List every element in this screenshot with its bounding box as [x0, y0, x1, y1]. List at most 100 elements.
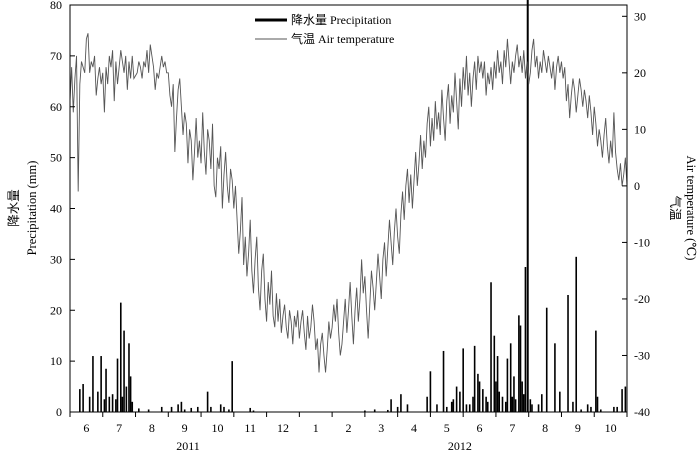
- year-label-2012: 2012: [448, 439, 472, 453]
- precipitation-series: [79, 0, 627, 413]
- left-tick-label-10: 10: [50, 354, 62, 368]
- precipitation-bar-98: [621, 389, 623, 412]
- precipitation-bar-25: [183, 409, 186, 412]
- left-tick-label-60: 60: [50, 100, 62, 114]
- left-tick-label-0: 0: [56, 405, 62, 419]
- precipitation-bar-15: [125, 386, 128, 412]
- month-label-8: 2: [346, 421, 352, 435]
- precipitation-bar-91: [586, 404, 589, 412]
- legend-label-precipitation: 降水量 Precipitation: [291, 13, 391, 27]
- precipitation-bar-89: [575, 256, 578, 412]
- precipitation-bar-88: [572, 401, 574, 412]
- precipitation-bar-76: [521, 381, 523, 412]
- precipitation-bar-19: [138, 408, 140, 412]
- precipitation-bar-14: [123, 330, 125, 412]
- precipitation-bar-95: [599, 409, 602, 412]
- precipitation-bar-18: [131, 401, 134, 412]
- precipitation-bar-29: [210, 406, 212, 412]
- precipitation-bar-66: [498, 391, 501, 412]
- precipitation-bar-57: [477, 373, 479, 412]
- month-label-2: 8: [149, 421, 155, 435]
- right-tick-label-30: 30: [634, 9, 646, 23]
- left-axis-title-en: Precipitation (mm): [25, 161, 39, 256]
- precipitation-bar-37: [373, 409, 376, 412]
- precipitation-bar-20: [147, 409, 150, 412]
- precipitation-bar-77: [522, 394, 525, 412]
- precipitation-bar-69: [506, 358, 509, 412]
- year-label-2011: 2011: [176, 439, 200, 453]
- precipitation-bar-59: [482, 389, 484, 412]
- right-axis-title-en: Air temperature (℃): [684, 156, 698, 261]
- precipitation-bar-73: [514, 399, 517, 412]
- precipitation-bar-78: [524, 267, 527, 412]
- precipitation-bar-74: [518, 315, 520, 412]
- right-tick-label-10: 10: [634, 122, 646, 136]
- precipitation-bar-63: [493, 335, 496, 412]
- precipitation-bar-87: [567, 294, 569, 412]
- precipitation-bar-32: [228, 409, 230, 412]
- precipitation-bar-16: [128, 343, 130, 412]
- month-label-9: 3: [378, 421, 384, 435]
- precipitation-bar-26: [190, 407, 193, 412]
- right-tick-label--20: -20: [634, 292, 650, 306]
- precipitation-bar-11: [116, 358, 119, 412]
- precipitation-bar-94: [596, 396, 599, 412]
- precipitation-bar-56: [473, 345, 476, 412]
- precipitation-bar-33: [231, 361, 233, 413]
- precipitation-bar-42: [406, 404, 409, 412]
- left-axis-title-cn: 降水量: [7, 189, 21, 227]
- precipitation-bar-62: [490, 282, 492, 412]
- precipitation-bar-60: [485, 396, 487, 412]
- left-tick-label-70: 70: [50, 49, 62, 63]
- precipitation-bar-84: [545, 307, 548, 412]
- precipitation-bar-86: [559, 391, 561, 412]
- precipitation-bar-2: [88, 396, 91, 412]
- precipitation-bar-3: [92, 356, 94, 412]
- precipitation-bar-17: [129, 376, 132, 412]
- month-label-12: 6: [477, 421, 483, 435]
- precipitation-bar-83: [541, 394, 543, 412]
- precipitation-bar-90: [580, 409, 582, 412]
- precipitation-bar-24: [180, 401, 183, 412]
- month-label-3: 9: [182, 421, 188, 435]
- precipitation-bar-51: [459, 391, 461, 412]
- precipitation-bar-27: [196, 406, 199, 412]
- legend-label-temperature: 气温 Air temperature: [291, 31, 394, 46]
- precipitation-bar-5: [100, 356, 102, 412]
- precipitation-bar-34: [249, 407, 252, 412]
- precipitation-bar-39: [390, 399, 392, 412]
- precipitation-bar-31: [223, 406, 225, 412]
- precipitation-bar-6: [103, 399, 106, 412]
- precipitation-bar-35: [252, 410, 255, 412]
- precipitation-bar-64: [495, 381, 497, 412]
- month-label-5: 11: [244, 421, 256, 435]
- precipitation-bar-44: [429, 371, 432, 412]
- precipitation-bar-45: [436, 404, 438, 412]
- legend: 降水量 Precipitation 气温 Air temperature: [255, 13, 394, 46]
- precipitation-bar-80: [529, 399, 532, 412]
- precipitation-bar-40: [396, 406, 399, 412]
- right-tick-label--40: -40: [634, 405, 650, 419]
- month-label-0: 6: [83, 421, 89, 435]
- precipitation-bar-52: [462, 348, 464, 412]
- right-tick-label-0: 0: [634, 179, 640, 193]
- precipitation-bar-43: [426, 396, 428, 412]
- precipitation-bar-0: [79, 389, 81, 412]
- month-label-4: 10: [211, 421, 223, 435]
- precipitation-bar-46: [442, 350, 445, 412]
- left-tick-label-40: 40: [50, 202, 62, 216]
- precipitation-bar-49: [452, 399, 455, 412]
- precipitation-bar-4: [97, 391, 99, 412]
- left-axis-title: 降水量 Precipitation (mm): [7, 161, 39, 256]
- temperature-line: [69, 33, 628, 373]
- precipitation-bar-79: [526, 0, 529, 412]
- precipitation-bar-12: [119, 302, 122, 412]
- precipitation-bar-23: [177, 404, 179, 412]
- precipitation-bar-1: [82, 384, 84, 412]
- month-label-13: 7: [509, 421, 515, 435]
- precipitation-bar-97: [616, 406, 618, 412]
- precipitation-bar-13: [121, 396, 124, 412]
- right-axis-title-cn: 气温: [668, 195, 683, 221]
